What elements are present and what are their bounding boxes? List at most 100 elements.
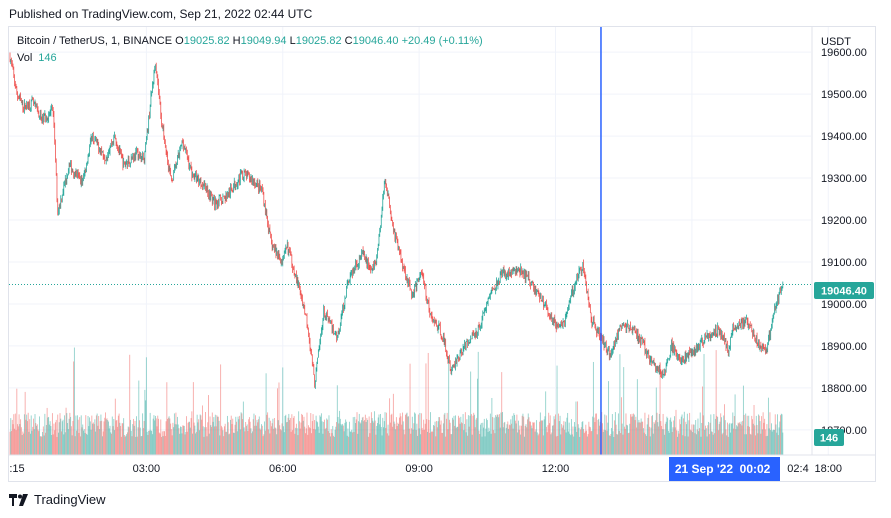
- volume-bar: [95, 431, 97, 455]
- volume-bar: [76, 430, 78, 455]
- volume-bar: [477, 351, 479, 455]
- volume-bar: [320, 416, 322, 455]
- volume-bar: [533, 422, 535, 455]
- volume-bar: [308, 427, 310, 455]
- x-tick-label: 12:00: [542, 463, 570, 475]
- volume-bar: [102, 431, 104, 455]
- volume-bar: [398, 423, 400, 455]
- volume-bar: [17, 424, 19, 455]
- volume-bar: [649, 426, 650, 455]
- y-tick-label: 19100.00: [821, 257, 867, 269]
- volume-bar: [498, 417, 500, 455]
- volume-bar: [509, 425, 511, 455]
- chart-frame: [8, 26, 876, 482]
- volume-bar: [350, 431, 352, 455]
- y-tick-label: 18800.00: [821, 383, 867, 395]
- volume-bar: [574, 426, 576, 455]
- volume-bar: [355, 423, 356, 455]
- change-value: +20.49 (+0.11%): [401, 35, 483, 47]
- volume-bar: [66, 413, 68, 455]
- volume-bar: [564, 421, 566, 455]
- volume-bar: [290, 431, 292, 455]
- volume-bar: [497, 414, 499, 455]
- volume-bar: [186, 416, 187, 455]
- volume-bar: [617, 434, 619, 455]
- volume-bar: [772, 430, 774, 455]
- volume-bar: [496, 414, 498, 455]
- volume-bar: [596, 434, 598, 455]
- volume-bar: [478, 430, 480, 455]
- volume-bar: [184, 434, 186, 455]
- volume-bar: [294, 433, 296, 455]
- volume-bar: [21, 435, 23, 455]
- volume-bar: [611, 414, 613, 455]
- volume-bar: [642, 421, 644, 455]
- volume-bar: [386, 433, 388, 455]
- volume-bar: [639, 422, 641, 455]
- volume-bar: [302, 414, 303, 455]
- volume-bar: [593, 417, 595, 455]
- volume-bar: [655, 387, 657, 455]
- volume-bar: [432, 431, 434, 455]
- volume-bar: [586, 436, 588, 455]
- volume-bar: [603, 429, 605, 455]
- volume-bar: [89, 417, 91, 455]
- volume-bar: [117, 426, 119, 455]
- volume-bar: [782, 432, 784, 455]
- volume-bar: [604, 414, 606, 455]
- volume-bar: [54, 430, 56, 455]
- volume-bar: [574, 422, 575, 455]
- tradingview-logo[interactable]: TradingView: [9, 492, 106, 507]
- volume-bar: [471, 434, 473, 455]
- volume-bar: [434, 421, 436, 455]
- volume-bar: [585, 424, 587, 455]
- volume-bar: [420, 413, 422, 455]
- volume-bar: [377, 417, 379, 455]
- volume-bar: [252, 419, 254, 455]
- volume-bar: [162, 436, 164, 455]
- volume-bar: [542, 420, 544, 455]
- volume-bar: [15, 430, 17, 455]
- volume-bar: [741, 425, 743, 455]
- volume-bar: [725, 429, 727, 455]
- volume-bar: [749, 433, 751, 455]
- volume-bar: [608, 435, 610, 455]
- volume-bar: [505, 427, 507, 455]
- volume-bar: [117, 415, 119, 455]
- brand-name: TradingView: [34, 492, 106, 507]
- volume-bar: [395, 417, 397, 455]
- volume-bar: [319, 415, 321, 455]
- volume-bar: [277, 388, 278, 455]
- volume-bar: [702, 386, 703, 455]
- volume-bar: [705, 428, 707, 455]
- volume-bar: [448, 419, 450, 455]
- volume-bar: [306, 412, 308, 455]
- volume-bar: [222, 430, 224, 455]
- volume-bar: [538, 433, 540, 455]
- volume-bar: [172, 422, 174, 455]
- volume-bar: [314, 420, 316, 455]
- volume-bar: [61, 431, 62, 455]
- volume-bar: [323, 421, 325, 455]
- volume-bar: [389, 398, 391, 455]
- grid-lines: [9, 27, 829, 455]
- volume-bar: [296, 428, 298, 455]
- volume-bar: [495, 416, 497, 455]
- volume-bar: [226, 415, 228, 455]
- volume-bar: [391, 413, 393, 455]
- volume-bar: [278, 382, 280, 455]
- volume-bar: [339, 418, 341, 455]
- volume-bar: [573, 436, 575, 455]
- volume-bar: [10, 418, 12, 455]
- volume-bar: [692, 432, 694, 455]
- volume-bar: [436, 421, 438, 455]
- volume-bar: [212, 421, 214, 455]
- volume-bar: [59, 413, 61, 455]
- volume-bar: [348, 421, 350, 455]
- volume-bar: [666, 416, 668, 455]
- volume-bar: [121, 423, 123, 455]
- volume-bar: [492, 430, 494, 455]
- volume-bar: [458, 417, 460, 455]
- volume-bar: [425, 363, 427, 455]
